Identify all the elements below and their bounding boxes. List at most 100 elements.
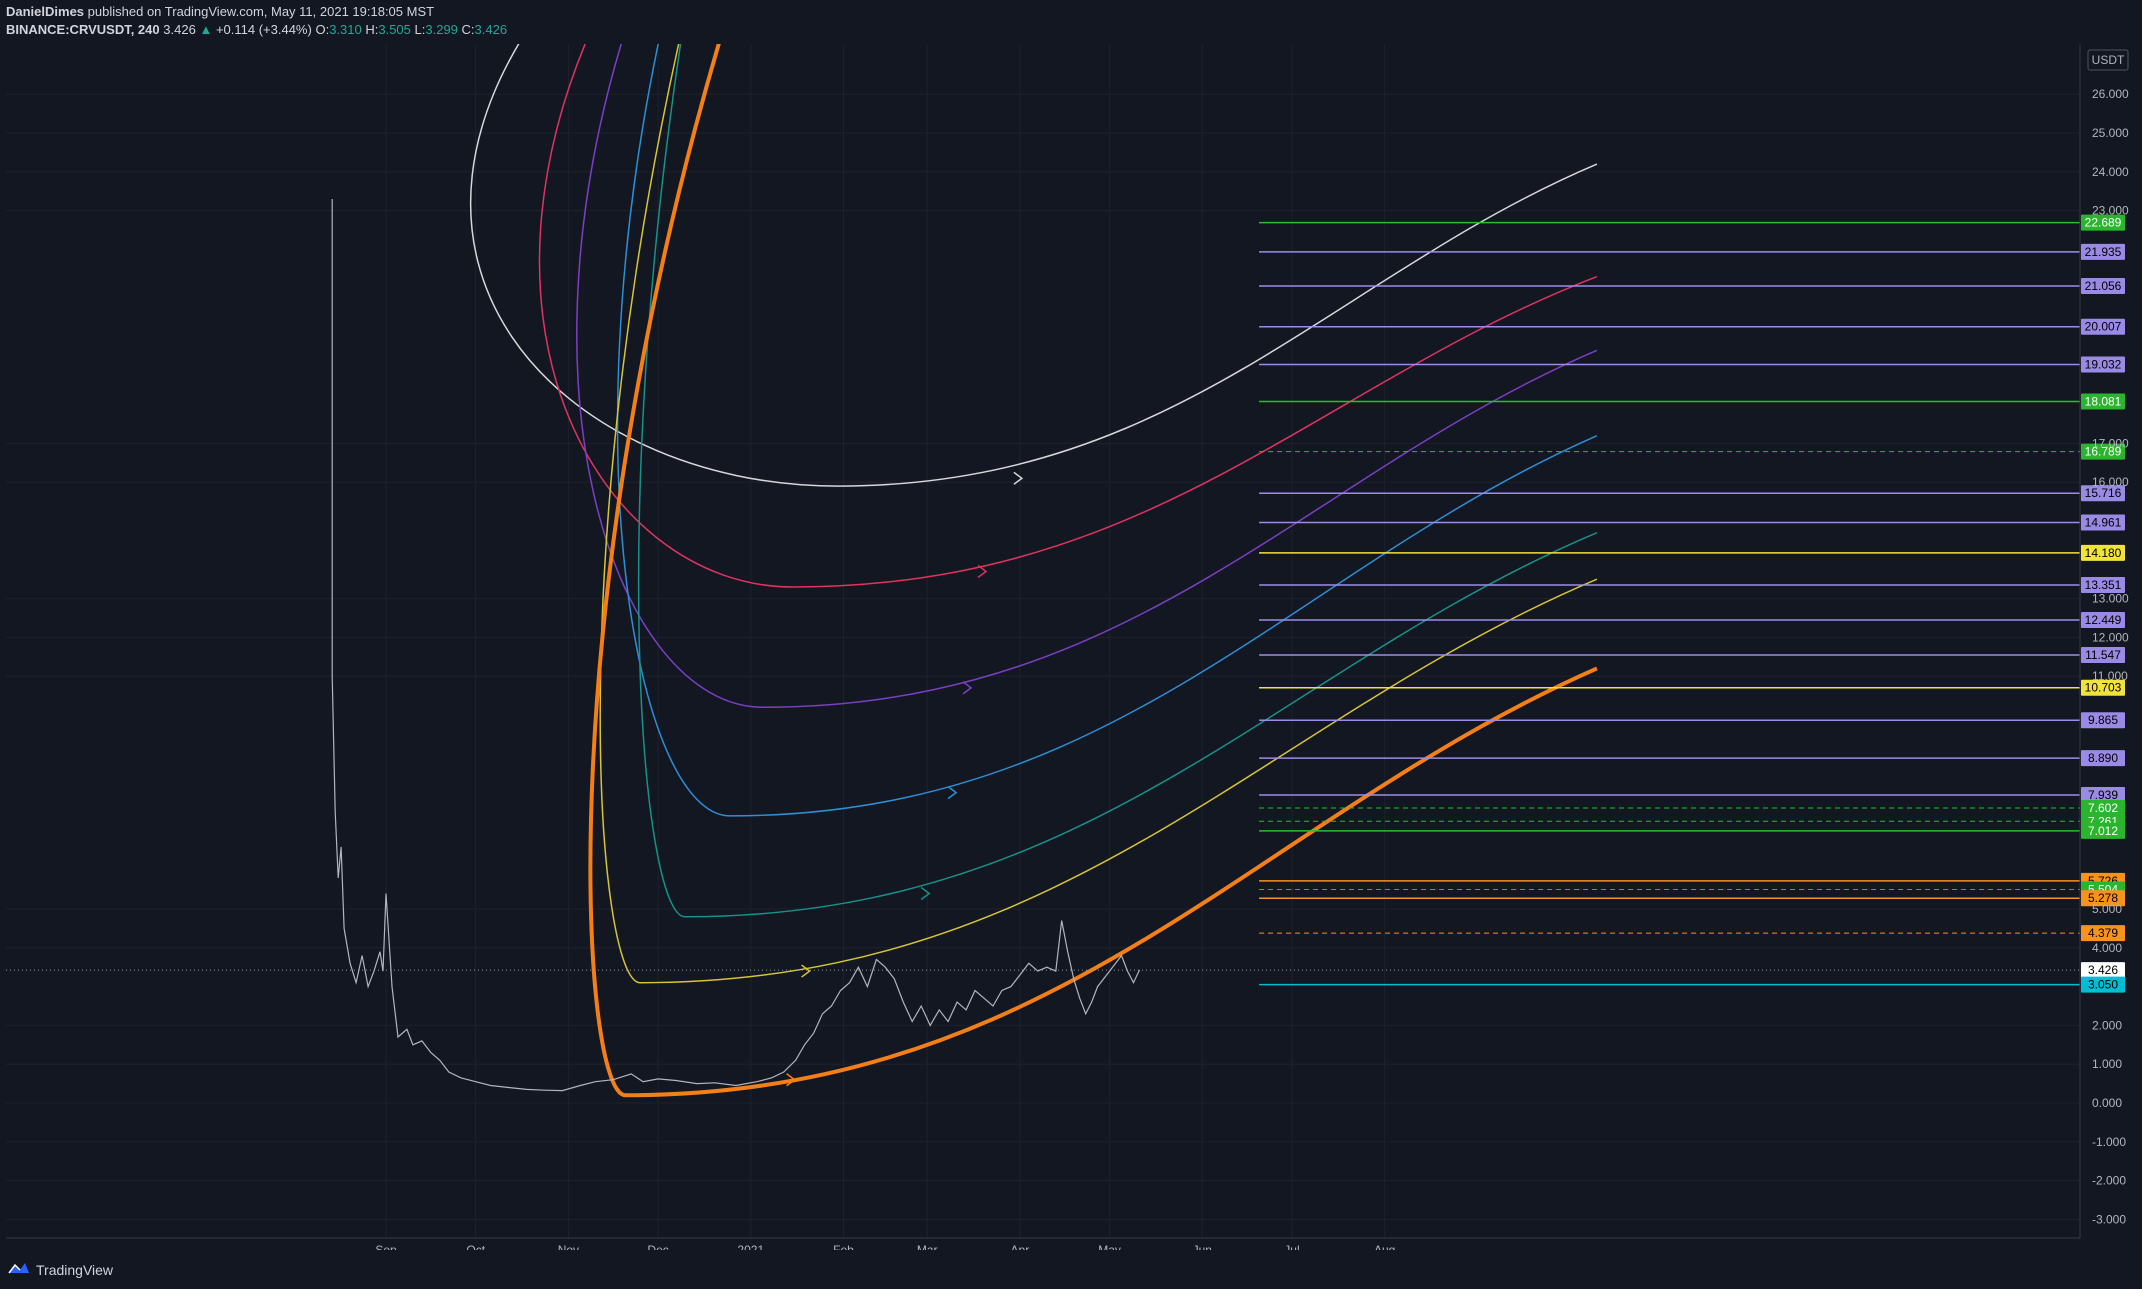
level-tag [2081,786,2125,803]
y-tick-label: 1.000 [2092,1057,2122,1071]
level-tag-label: 15.716 [2085,486,2122,500]
y-tick-label: 17.000 [2092,436,2129,450]
level-tag [2081,514,2125,531]
high-value: 3.505 [378,22,411,37]
level-tag-label: 7.602 [2088,801,2118,815]
level-tag-label: 20.007 [2085,320,2122,334]
currency-label: USDT [2092,53,2125,67]
y-tick-label: -3.000 [2092,1212,2126,1226]
chart-axes: -3.000 -2.000 -1.000 0.000 1.000 2.000 4.000 5.… [6,44,2129,1257]
curve-arrow-blue [947,786,958,800]
level-tag [2081,822,2125,839]
level-tag [2081,925,2125,942]
level-tag [2081,576,2125,593]
level-tag [2081,393,2125,410]
chart-grid [6,44,2080,1238]
curve-yellow [599,44,1598,984]
level-tag [2081,646,2125,663]
curve-arrow-teal [920,886,931,901]
open-label: O: [315,22,330,37]
close-label: C: [461,22,475,37]
level-tag-label: 12.449 [2085,613,2122,627]
y-tick-label: -1.000 [2092,1135,2126,1149]
level-tag-label: 4.379 [2088,926,2118,940]
tradingview-logo-icon [8,1261,30,1278]
low-label: L: [414,22,426,37]
y-tick-label: 12.000 [2092,630,2129,644]
level-tag-label: 14.180 [2085,546,2122,560]
level-tag-label: 8.890 [2088,751,2118,765]
y-tick-label: 13.000 [2092,592,2129,606]
currency-box [2087,49,2129,71]
level-tag [2081,544,2125,561]
level-tag-label: 5.278 [2088,891,2118,905]
curve-arrow-yellow [801,964,811,978]
level-tag [2081,443,2125,460]
level-tag [2081,976,2125,993]
level-tag-label: 7.939 [2088,788,2118,802]
level-tag [2081,800,2125,817]
high-label: H: [365,22,379,37]
price-series [331,199,1141,1092]
level-tag-label: 16.789 [2085,445,2122,459]
level-tag-label: 7.012 [2088,824,2118,838]
level-tag-label: 18.081 [2085,394,2122,408]
level-tag [2081,318,2125,335]
y-tick-label: -2.000 [2092,1174,2126,1188]
curve-arrow-crimson [977,564,988,579]
level-tag [2081,611,2125,628]
symbol-label[interactable]: BINANCE:CRVUSDT, 240 [6,22,160,37]
level-tag [2081,214,2125,231]
y-tick-label: 11.000 [2092,669,2128,683]
horizontal-levels: 22.689 21.935 21.056 20.007 19.032 18.081 16.7… [6,214,2125,993]
level-tag [2081,485,2125,502]
curve-arrow-orange [786,1073,796,1087]
level-tag-label: 14.961 [2085,516,2122,530]
curve-arrow-purple [962,681,973,695]
chart-header: DanielDimes published on TradingView.com… [0,0,2142,42]
level-tag [2081,243,2125,260]
curve-purple [576,44,1598,708]
level-tag-label: 19.032 [2085,358,2122,372]
y-tick-label: 23.000 [2092,204,2129,218]
y-tick-label: 26.000 [2092,87,2129,101]
level-tag [2081,712,2125,729]
price-change: +0.114 (+3.44%) [215,22,312,37]
y-tick-label: 2.000 [2092,1018,2122,1032]
level-tag-label: 11.547 [2085,648,2121,662]
y-tick-label: 0.000 [2092,1096,2122,1110]
y-tick-label: 25.000 [2092,126,2129,140]
close-value: 3.426 [474,22,508,37]
low-value: 3.299 [425,22,458,37]
curve-drawings [469,44,1598,1098]
chart-footer [0,1250,2142,1289]
level-tag-label: 10.703 [2085,681,2122,695]
y-tick-label: 16.000 [2092,475,2129,489]
open-value: 3.310 [329,22,362,37]
curve-blue [616,44,1598,817]
level-tag-label: 9.865 [2088,713,2118,727]
last-price: 3.426 [163,22,196,37]
y-tick-label: 5.000 [2092,902,2122,916]
y-tick-label: 24.000 [2092,165,2129,179]
level-tag [2081,679,2125,696]
curve-orange [588,44,1598,1098]
tradingview-brand-label: TradingView [36,1261,114,1278]
author-name[interactable]: DanielDimes [6,4,85,19]
level-tag [2081,962,2125,979]
published-text: published on TradingView.com, May 11, 20… [87,4,435,19]
curve-crimson [538,44,1598,588]
curve-teal [637,44,1598,918]
level-tag-label: 3.050 [2088,978,2118,992]
level-tag [2081,890,2125,907]
publish-line: DanielDimes published on TradingView.com… [6,4,434,19]
level-tag [2081,278,2125,295]
level-tag-label: 22.689 [2085,216,2122,230]
curve-arrow-white [1013,471,1024,485]
curve-white [469,44,1598,487]
up-arrow-icon: ▲ [199,22,213,37]
price-line [331,199,1141,1092]
tradingview-brand[interactable]: TradingView [8,1261,113,1278]
level-tag [2081,750,2125,767]
